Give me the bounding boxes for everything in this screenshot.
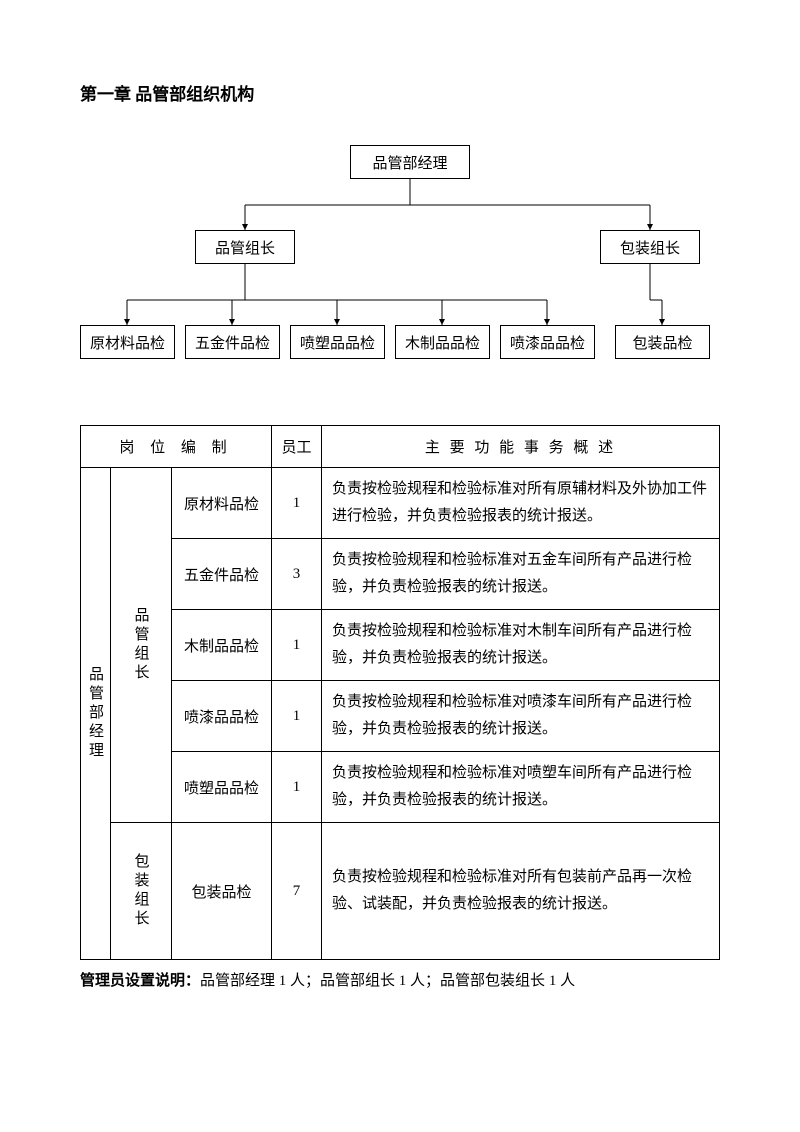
role-cell: 五金件品检	[172, 539, 272, 610]
footnote-label: 管理员设置说明：	[80, 973, 200, 989]
table-header-row: 岗 位 编 制 员工 主 要 功 能 事 务 概 述	[81, 426, 720, 468]
desc-cell: 负责按检验规程和检验标准对所有原辅材料及外协加工件进行检验，并负责检验报表的统计…	[322, 468, 720, 539]
header-desc: 主 要 功 能 事 务 概 述	[322, 426, 720, 468]
footnote-text: 品管部经理 1 人；品管部组长 1 人；品管部包装组长 1 人	[200, 973, 575, 989]
org-node-leaf1: 原材料品检	[80, 325, 175, 359]
role-cell: 木制品品检	[172, 610, 272, 681]
role-cell: 喷塑品品检	[172, 752, 272, 823]
table-row: 喷漆品品检1负责按检验规程和检验标准对喷漆车间所有产品进行检验，并负责检验报表的…	[81, 681, 720, 752]
group-leader-cell: 品管组长	[111, 468, 172, 823]
table-row: 包装组长包装品检7负责按检验规程和检验标准对所有包装前产品再一次检验、试装配，并…	[81, 823, 720, 960]
org-node-mid_right: 包装组长	[600, 230, 700, 264]
role-cell: 包装品检	[172, 823, 272, 960]
count-cell: 1	[272, 610, 322, 681]
count-cell: 1	[272, 681, 322, 752]
org-node-leaf5: 喷漆品品检	[500, 325, 595, 359]
role-cell: 原材料品检	[172, 468, 272, 539]
desc-cell: 负责按检验规程和检验标准对喷塑车间所有产品进行检验，并负责检验报表的统计报送。	[322, 752, 720, 823]
table-row: 五金件品检3负责按检验规程和检验标准对五金车间所有产品进行检验，并负责检验报表的…	[81, 539, 720, 610]
staffing-table: 岗 位 编 制 员工 主 要 功 能 事 务 概 述 品管部经理品管组长原材料品…	[80, 425, 720, 960]
org-node-leaf2: 五金件品检	[185, 325, 280, 359]
table-row: 品管部经理品管组长原材料品检1负责按检验规程和检验标准对所有原辅材料及外协加工件…	[81, 468, 720, 539]
org-node-mid_left: 品管组长	[195, 230, 295, 264]
header-positions: 岗 位 编 制	[81, 426, 272, 468]
count-cell: 1	[272, 468, 322, 539]
header-staff: 员工	[272, 426, 322, 468]
org-node-root: 品管部经理	[350, 145, 470, 179]
manager-cell: 品管部经理	[81, 468, 111, 960]
org-node-leaf4: 木制品品检	[395, 325, 490, 359]
desc-cell: 负责按检验规程和检验标准对五金车间所有产品进行检验，并负责检验报表的统计报送。	[322, 539, 720, 610]
table-row: 喷塑品品检1负责按检验规程和检验标准对喷塑车间所有产品进行检验，并负责检验报表的…	[81, 752, 720, 823]
org-chart: 品管部经理品管组长 包装组长原材料品检五金件品检喷塑品品检木制品品检喷漆品品检包装…	[80, 145, 720, 375]
desc-cell: 负责按检验规程和检验标准对喷漆车间所有产品进行检验，并负责检验报表的统计报送。	[322, 681, 720, 752]
desc-cell: 负责按检验规程和检验标准对木制车间所有产品进行检验，并负责检验报表的统计报送。	[322, 610, 720, 681]
org-node-leaf6: 包装品检	[615, 325, 710, 359]
table-row: 木制品品检1负责按检验规程和检验标准对木制车间所有产品进行检验，并负责检验报表的…	[81, 610, 720, 681]
count-cell: 1	[272, 752, 322, 823]
org-node-leaf3: 喷塑品品检	[290, 325, 385, 359]
footnote: 管理员设置说明：品管部经理 1 人；品管部组长 1 人；品管部包装组长 1 人	[80, 968, 720, 995]
chapter-title: 第一章 品管部组织机构	[80, 80, 720, 105]
count-cell: 3	[272, 539, 322, 610]
group-leader-cell: 包装组长	[111, 823, 172, 960]
count-cell: 7	[272, 823, 322, 960]
desc-cell: 负责按检验规程和检验标准对所有包装前产品再一次检验、试装配，并负责检验报表的统计…	[322, 823, 720, 960]
role-cell: 喷漆品品检	[172, 681, 272, 752]
